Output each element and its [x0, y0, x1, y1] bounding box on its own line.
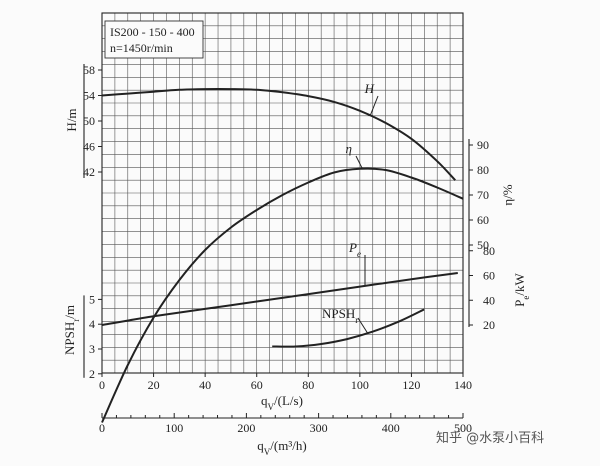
x-tick-label-m3h: 200 [237, 421, 255, 435]
watermark: 知乎 @水泵小百科 [436, 430, 544, 446]
x-axis-title-ls: qV/(L/s) [261, 393, 303, 412]
y-tick-label-head: 42 [83, 165, 95, 179]
x-tick-label-ls: 80 [302, 378, 314, 392]
y-tick-label-head: 58 [83, 63, 95, 77]
x-tick-label-ls: 120 [402, 378, 420, 392]
y-tick-label-eff: 90 [477, 138, 489, 152]
x-tick-label-m3h: 400 [382, 421, 400, 435]
x-axis-title-subscript: V [268, 402, 275, 412]
npshr-curve-label: NPSHr [322, 306, 358, 325]
model-label: IS200 - 150 - 400 [110, 25, 195, 39]
head-curve-label-leader [369, 95, 379, 116]
y-tick-label-npsh: 4 [89, 317, 95, 331]
x-tick-label-m3h: 0 [99, 421, 105, 435]
x-tick-label-ls: 60 [251, 378, 263, 392]
y-tick-label-power: 20 [483, 318, 495, 332]
npshr-curve-label-leader [357, 317, 369, 334]
y-tick-label-power: 40 [483, 293, 495, 307]
y-tick-label-npsh: 5 [89, 292, 95, 306]
npshr-curve-label-subscript: r [355, 315, 358, 325]
y-tick-label-eff: 70 [477, 188, 489, 202]
y-axis-title-head: H/m [64, 108, 79, 131]
y-axis-title-subscript: e [521, 296, 531, 300]
power-curve-label-subscript: e [357, 249, 361, 259]
x-tick-label-ls: 20 [148, 378, 160, 392]
x-tick-label-ls: 100 [351, 378, 369, 392]
y-tick-label-power: 80 [483, 244, 495, 258]
y-tick-label-eff: 60 [477, 213, 489, 227]
npshr-curve [272, 308, 425, 348]
speed-label: n=1450r/min [110, 41, 173, 55]
y-tick-label-npsh: 2 [89, 367, 95, 381]
power-curve-label: Pe [348, 240, 361, 259]
x-tick-label-m3h: 500 [454, 421, 472, 435]
y-tick-label-head: 46 [83, 140, 95, 154]
efficiency-curve-label-leader [355, 155, 363, 170]
y-tick-label-head: 50 [83, 114, 95, 128]
efficiency-curve [101, 167, 464, 423]
head-curve [101, 88, 457, 181]
y-axis-title-eff: η/% [500, 184, 515, 205]
x-tick-label-m3h: 300 [310, 421, 328, 435]
axes: 0 20 40 60 80 100 120 140 qV/(L/s) 0 100 200 300 400 5… [62, 12, 531, 457]
x-tick-label-ls: 40 [199, 378, 211, 392]
x-axis-title-m3h: qV/(m³/h) [257, 438, 306, 457]
y-tick-label-power: 60 [483, 269, 495, 283]
curve-labels: Hη Pe NPSHr [322, 81, 379, 334]
x-tick-label-ls: 0 [99, 378, 105, 392]
x-tick-label-ls: 140 [454, 378, 472, 392]
y-tick-label-eff: 80 [477, 163, 489, 177]
plot-frame [101, 12, 464, 374]
y-tick-label-head: 54 [83, 89, 95, 103]
power-curve [101, 272, 458, 326]
curves [101, 88, 464, 423]
efficiency-curve-label: η [346, 141, 352, 156]
y-axis-title-npsh: NPSHr/m [62, 305, 81, 355]
info-box: IS200 - 150 - 400 n=1450r/min [104, 20, 204, 59]
y-tick-label-eff: 50 [477, 238, 489, 252]
y-tick-label-npsh: 3 [89, 342, 95, 356]
y-axis-title-power: Pe/kW [512, 272, 531, 306]
x-axis-title-subscript: V [264, 447, 271, 457]
y-axis-title-subscript: r [71, 319, 81, 322]
head-curve-label: H [364, 81, 375, 96]
x-tick-label-m3h: 100 [165, 421, 183, 435]
info-box-frame [104, 20, 204, 59]
grid [101, 12, 464, 374]
